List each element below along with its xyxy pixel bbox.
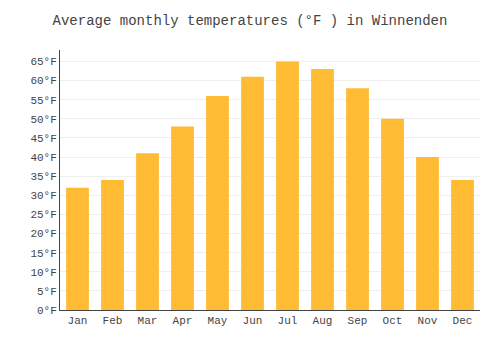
svg-text:Aug: Aug bbox=[313, 315, 333, 327]
svg-text:15°F: 15°F bbox=[30, 248, 56, 260]
svg-text:30°F: 30°F bbox=[30, 190, 56, 202]
svg-text:5°F: 5°F bbox=[37, 286, 57, 298]
svg-text:25°F: 25°F bbox=[30, 209, 56, 221]
svg-text:Jun: Jun bbox=[243, 315, 263, 327]
svg-text:55°F: 55°F bbox=[30, 95, 56, 107]
svg-text:50°F: 50°F bbox=[30, 114, 56, 126]
svg-text:Sep: Sep bbox=[348, 315, 368, 327]
svg-text:0°F: 0°F bbox=[37, 305, 57, 317]
svg-text:65°F: 65°F bbox=[30, 56, 56, 68]
svg-text:Average monthly temperatures (: Average monthly temperatures (°F ) in Wi… bbox=[53, 13, 448, 29]
svg-text:40°F: 40°F bbox=[30, 152, 56, 164]
svg-text:Jan: Jan bbox=[68, 315, 88, 327]
svg-text:35°F: 35°F bbox=[30, 171, 56, 183]
svg-text:Dec: Dec bbox=[453, 315, 473, 327]
svg-text:Mar: Mar bbox=[138, 315, 158, 327]
svg-text:Feb: Feb bbox=[103, 315, 123, 327]
svg-text:Nov: Nov bbox=[418, 315, 438, 327]
svg-text:Jul: Jul bbox=[278, 315, 298, 327]
svg-text:Oct: Oct bbox=[383, 315, 403, 327]
svg-text:20°F: 20°F bbox=[30, 228, 56, 240]
svg-text:45°F: 45°F bbox=[30, 133, 56, 145]
svg-text:10°F: 10°F bbox=[30, 267, 56, 279]
svg-text:May: May bbox=[208, 315, 228, 327]
svg-text:Apr: Apr bbox=[173, 315, 193, 327]
svg-text:60°F: 60°F bbox=[30, 75, 56, 87]
